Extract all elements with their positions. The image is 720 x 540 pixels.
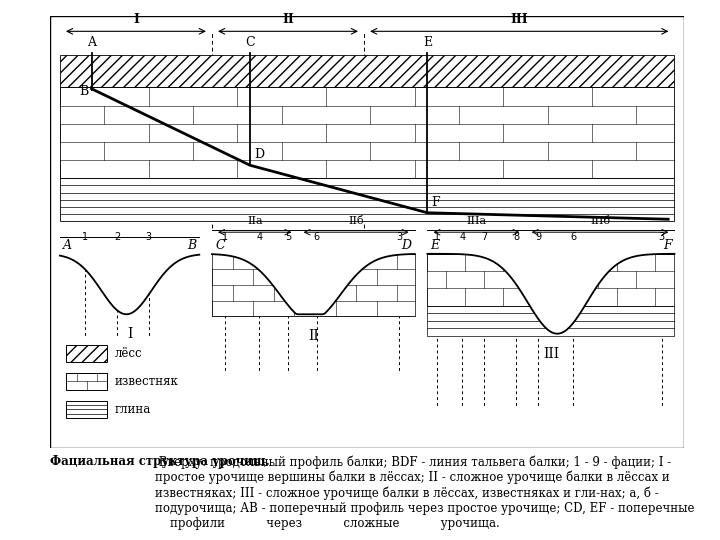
Text: IIIб: IIIб: [590, 215, 610, 226]
Text: 4: 4: [256, 232, 263, 242]
Text: лёсс: лёсс: [115, 347, 143, 360]
Text: Вверху: продольный профиль балки; BDF - линия тальвега балки; 1 - 9 - фации; I -: Вверху: продольный профиль балки; BDF - …: [155, 455, 717, 530]
Text: IIIа: IIIа: [467, 215, 487, 226]
Polygon shape: [428, 254, 675, 334]
Text: E: E: [431, 239, 440, 252]
Text: III: III: [510, 13, 528, 26]
Text: 2: 2: [114, 232, 120, 242]
Bar: [60, 178, 675, 221]
Text: C: C: [246, 36, 255, 49]
Text: D: D: [402, 239, 412, 252]
Text: III: III: [543, 347, 559, 361]
Text: D: D: [253, 148, 264, 161]
Text: A: A: [63, 239, 72, 252]
Text: 3: 3: [659, 232, 665, 242]
Bar: [60, 87, 675, 178]
Text: E: E: [423, 36, 432, 49]
Text: II: II: [282, 13, 294, 26]
Bar: [66, 345, 107, 362]
Text: IIб: IIб: [348, 215, 364, 226]
Bar: [212, 254, 415, 316]
Polygon shape: [428, 254, 675, 334]
Text: 8: 8: [513, 232, 519, 242]
Text: A: A: [87, 36, 96, 49]
Bar: [428, 254, 675, 306]
Text: 1: 1: [222, 232, 228, 242]
Text: C: C: [215, 239, 225, 252]
Text: F: F: [431, 197, 440, 210]
Text: 4: 4: [459, 232, 465, 242]
Text: 3: 3: [145, 232, 152, 242]
Text: известняк: известняк: [115, 375, 179, 388]
Polygon shape: [212, 254, 415, 314]
Text: глина: глина: [115, 403, 151, 416]
Text: I: I: [127, 327, 132, 341]
Text: 6: 6: [313, 232, 320, 242]
Polygon shape: [212, 254, 415, 314]
Text: 9: 9: [535, 232, 541, 242]
Bar: [66, 373, 107, 390]
Text: 1: 1: [434, 232, 440, 242]
Text: Фациальная структура урочищ.: Фациальная структура урочищ.: [50, 455, 270, 468]
Text: 5: 5: [285, 232, 291, 242]
Text: F: F: [662, 239, 671, 252]
Bar: [60, 55, 675, 87]
Text: B: B: [187, 239, 196, 252]
Text: I: I: [133, 13, 139, 26]
Bar: [66, 401, 107, 418]
Bar: [428, 306, 675, 336]
Bar: [60, 237, 199, 254]
Bar: [428, 230, 675, 254]
Text: 1: 1: [82, 232, 89, 242]
Text: 7: 7: [481, 232, 487, 242]
Text: IIа: IIа: [247, 215, 263, 226]
Text: II: II: [308, 329, 319, 343]
Text: B: B: [79, 85, 89, 98]
Text: 6: 6: [570, 232, 576, 242]
Bar: [212, 230, 415, 254]
Polygon shape: [60, 254, 199, 314]
Text: 3: 3: [396, 232, 402, 242]
